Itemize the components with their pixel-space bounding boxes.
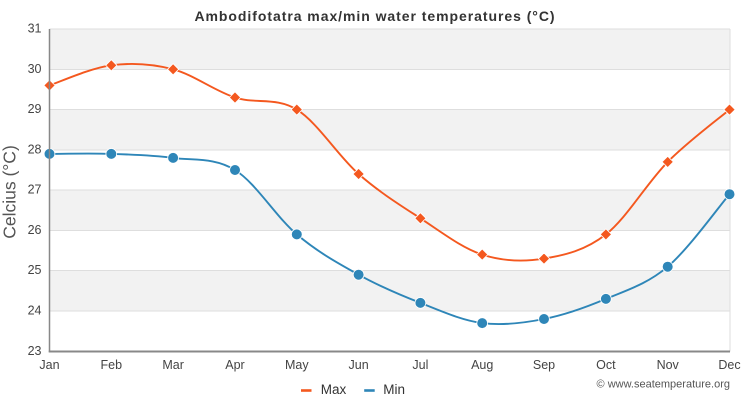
svg-text:Apr: Apr xyxy=(225,358,244,372)
svg-text:Ambodifotatra max/min water te: Ambodifotatra max/min water temperatures… xyxy=(194,8,555,24)
svg-text:Oct: Oct xyxy=(596,358,616,372)
svg-text:Max: Max xyxy=(321,382,347,397)
svg-text:26: 26 xyxy=(28,223,42,237)
svg-text:23: 23 xyxy=(28,344,42,358)
svg-text:Mar: Mar xyxy=(162,358,184,372)
svg-text:Jul: Jul xyxy=(412,358,428,372)
svg-text:28: 28 xyxy=(28,142,42,156)
svg-text:May: May xyxy=(285,358,309,372)
svg-text:Min: Min xyxy=(383,382,405,397)
svg-text:Celcius (°C): Celcius (°C) xyxy=(0,145,20,239)
svg-text:29: 29 xyxy=(28,102,42,116)
svg-text:Nov: Nov xyxy=(657,358,680,372)
svg-text:31: 31 xyxy=(28,22,42,36)
svg-text:27: 27 xyxy=(28,183,42,197)
svg-text:Jan: Jan xyxy=(39,358,59,372)
svg-text:30: 30 xyxy=(28,62,42,76)
svg-text:© www.seatemperature.org: © www.seatemperature.org xyxy=(597,379,730,391)
svg-text:25: 25 xyxy=(28,263,42,277)
svg-text:24: 24 xyxy=(28,304,42,318)
svg-text:Dec: Dec xyxy=(718,358,740,372)
svg-text:Feb: Feb xyxy=(101,358,123,372)
svg-text:Sep: Sep xyxy=(533,358,555,372)
svg-text:Aug: Aug xyxy=(471,358,493,372)
svg-text:Jun: Jun xyxy=(349,358,369,372)
